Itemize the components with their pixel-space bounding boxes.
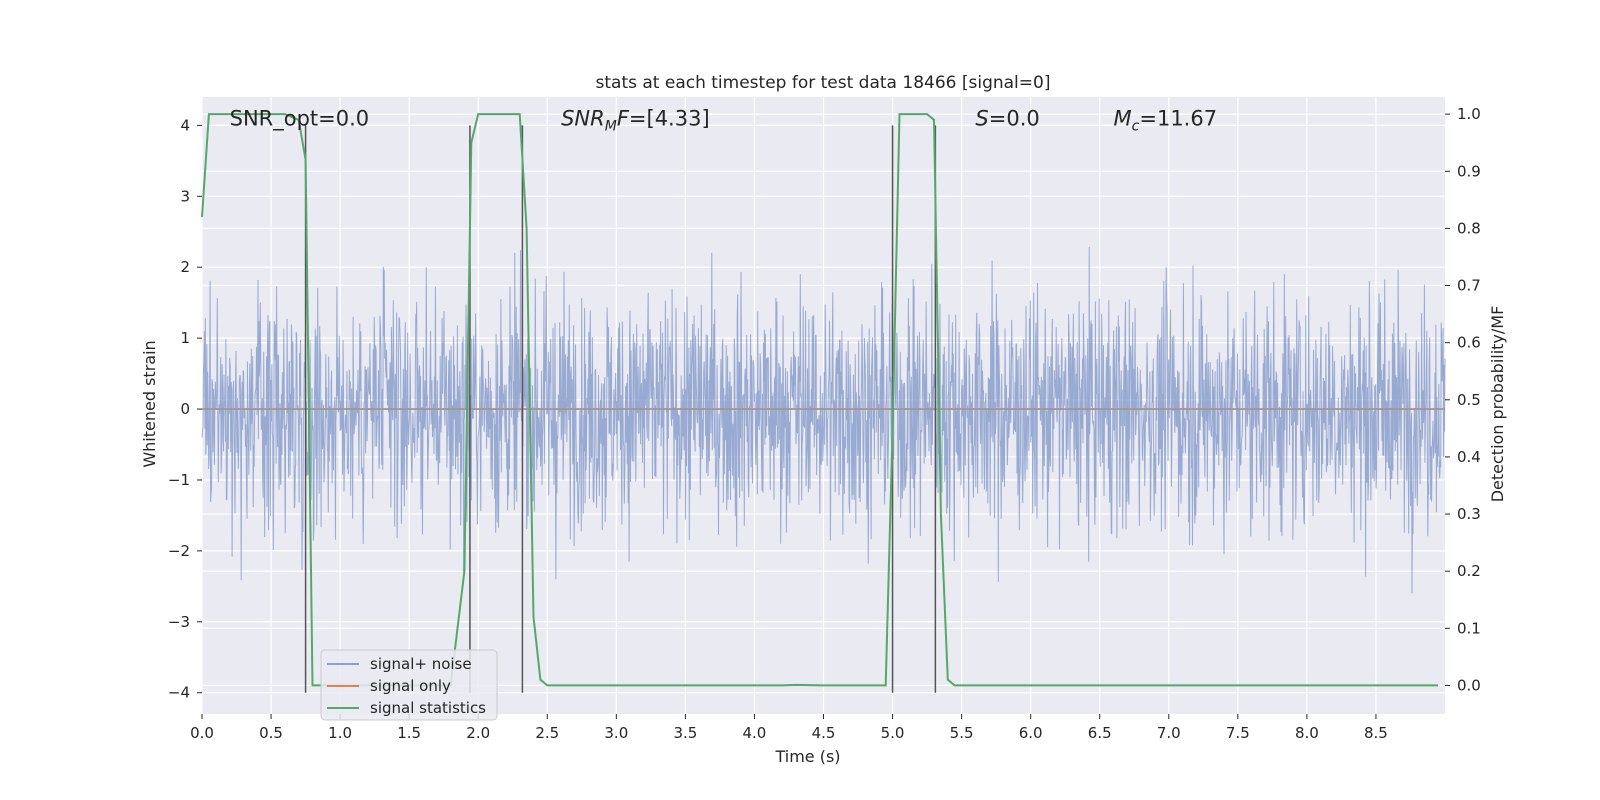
signal-noise-line (201, 246, 1446, 594)
left-y-tick-label: 0 (180, 400, 190, 418)
signal-statistics-series (201, 113, 1439, 687)
right-y-tick-label: 1.0 (1457, 105, 1481, 123)
left-y-tick-label: 4 (180, 116, 190, 134)
x-tick-label: 7.0 (1157, 724, 1181, 742)
left-y-tick-label: 1 (180, 329, 190, 347)
right-y-tick-label: 0.4 (1457, 448, 1481, 466)
right-y-axis-label: Detection probability/MF (1488, 306, 1507, 503)
left-y-tick-label: −1 (168, 471, 190, 489)
right-y-tick-label: 0.9 (1457, 162, 1481, 180)
left-y-axis-label: Whitened strain (140, 340, 159, 467)
x-tick-label: 2.0 (466, 724, 490, 742)
x-tick-label: 6.5 (1088, 724, 1112, 742)
signal-noise-series (201, 246, 1446, 594)
legend-label-signal-only: signal only (370, 677, 451, 695)
left-y-axis-ticks: −4 −3 −2 −1 0 1 2 3 4 (168, 116, 202, 702)
left-y-tick-label: −3 (168, 613, 190, 631)
chart-title: stats at each timestep for test data 184… (596, 73, 1051, 93)
x-tick-label: 2.5 (535, 724, 559, 742)
x-tick-label: 1.0 (328, 724, 352, 742)
left-y-tick-label: 3 (180, 187, 190, 205)
legend-label-signal-statistics: signal statistics (370, 699, 486, 717)
annotation-label: S=0.0 (975, 106, 1039, 130)
annotation-label: SNR_opt=0.0 (230, 106, 370, 131)
annotations: SNR_opt=0.0 SNRMF=[4.33] S=0.0 Mc=11.67 (230, 106, 1217, 134)
right-y-tick-label: 0.3 (1457, 505, 1481, 523)
right-y-tick-label: 0.0 (1457, 676, 1481, 694)
right-y-tick-label: 0.6 (1457, 334, 1481, 352)
x-tick-label: 3.5 (673, 724, 697, 742)
annotation-label: SNRMF=[4.33] (561, 106, 710, 134)
x-tick-label: 0.5 (259, 724, 283, 742)
left-y-tick-label: 2 (180, 258, 190, 276)
signal-statistics-line (201, 113, 1439, 687)
right-y-tick-label: 0.2 (1457, 562, 1481, 580)
x-tick-label: 8.0 (1295, 724, 1319, 742)
right-y-tick-label: 0.5 (1457, 391, 1481, 409)
right-y-tick-label: 0.7 (1457, 277, 1481, 295)
x-tick-label: 5.5 (950, 724, 974, 742)
x-axis-label: Time (s) (774, 747, 840, 766)
x-tick-label: 1.5 (397, 724, 421, 742)
x-tick-label: 0.0 (190, 724, 214, 742)
x-tick-label: 4.5 (812, 724, 836, 742)
x-tick-label: 8.5 (1364, 724, 1388, 742)
x-tick-label: 5.0 (881, 724, 905, 742)
right-y-axis-ticks: 0.0 0.1 0.2 0.3 0.4 0.5 0.6 0.7 0.8 0.9 1.0 (1445, 105, 1481, 694)
x-axis-ticks: 0.0 0.5 1.0 1.5 2.0 2.5 3.0 3.5 4.0 4.5 5.0 5.5 6.0 6… (190, 714, 1388, 742)
left-y-tick-label: −4 (168, 684, 190, 702)
left-y-tick-label: −2 (168, 542, 190, 560)
x-tick-label: 3.0 (604, 724, 628, 742)
legend: signal+ noise signal only signal statist… (320, 649, 498, 721)
x-tick-label: 6.0 (1019, 724, 1043, 742)
right-y-tick-label: 0.8 (1457, 219, 1481, 237)
legend-label-signal-noise: signal+ noise (370, 655, 472, 673)
annotation-label: Mc=11.67 (1114, 106, 1218, 134)
legend-box (320, 649, 498, 721)
x-tick-label: 4.0 (743, 724, 767, 742)
right-y-tick-label: 0.1 (1457, 619, 1481, 637)
x-tick-label: 7.5 (1226, 724, 1250, 742)
